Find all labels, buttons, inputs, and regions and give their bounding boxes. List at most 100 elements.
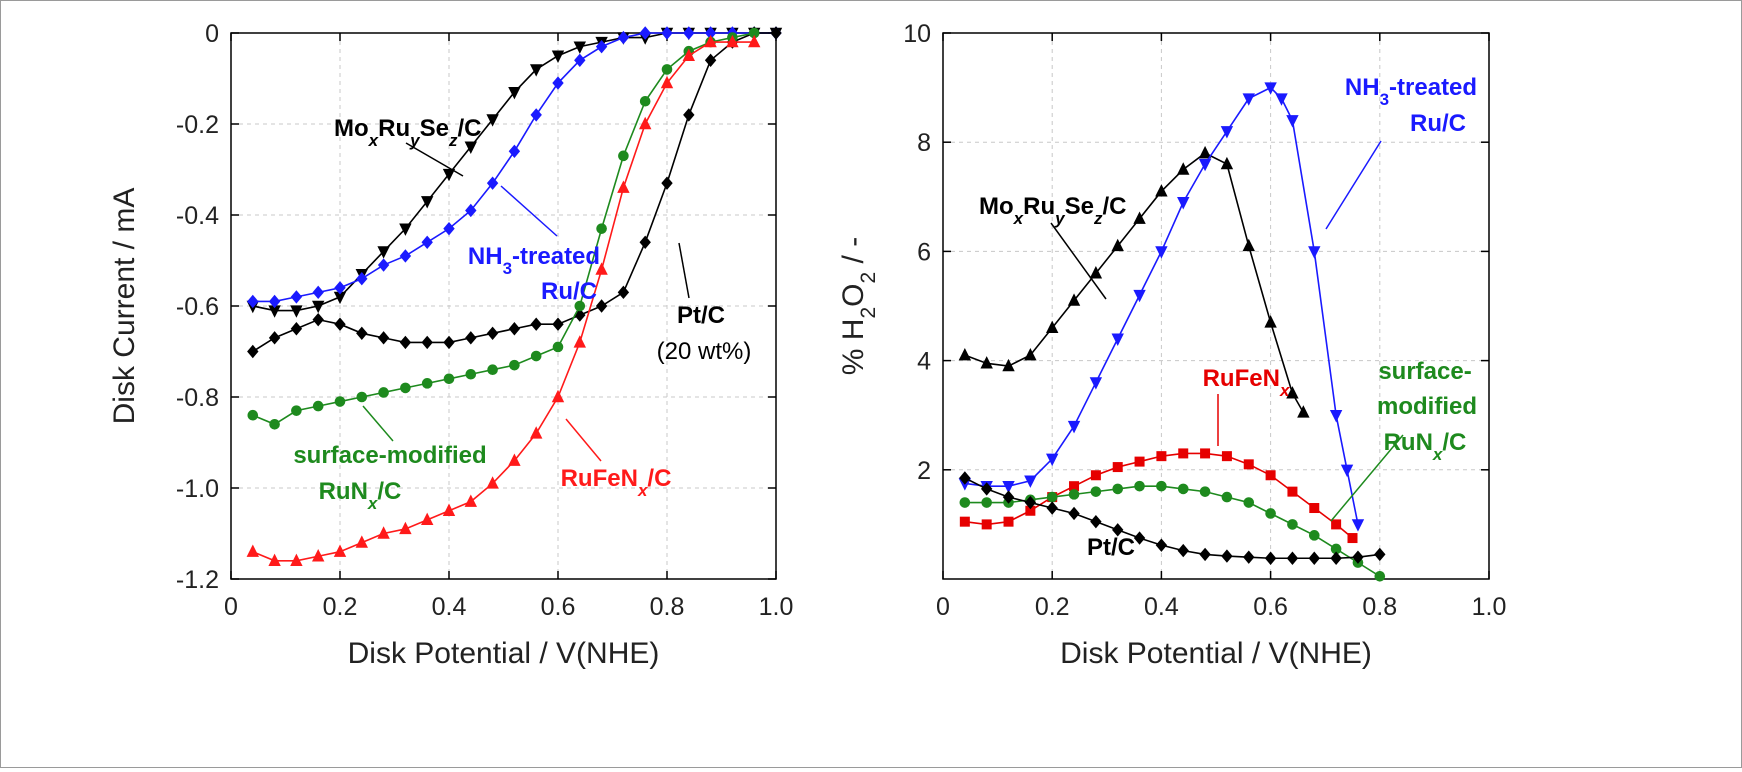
left-data-point [464,494,477,507]
left-ytick-label: -0.6 [176,293,219,321]
right-label-nh3: NH3-treated [1345,74,1477,109]
left-ytick-label: -0.4 [176,202,219,230]
right-data-point [1286,386,1299,399]
right-ylabel: % H2O2 / - [837,237,880,375]
right-data-point [1177,162,1190,175]
right-data-point [1089,266,1103,279]
right-data-point [1308,551,1320,565]
right-data-point [981,497,992,508]
left-data-point [530,64,543,77]
left-data-point [573,41,586,54]
right-xtick-label: 1.0 [1472,593,1507,621]
left-data-point [377,258,390,272]
left-data-point [574,53,586,67]
right-data-point [1156,480,1167,492]
left-data-point [508,453,521,466]
left-data-point [399,249,412,263]
right-data-point [1134,456,1145,467]
right-data-point [1286,115,1299,128]
right-data-point [1090,514,1102,529]
right-data-point [1199,547,1211,562]
left-label-surf: surface-modified [293,442,486,469]
right-label-surf-line2: modified [1377,393,1477,420]
left-data-point [443,221,455,236]
left-xtick-label: 0.4 [432,593,467,621]
left-data-point [333,291,347,305]
left-data-point [290,553,303,566]
left-data-point [356,272,368,286]
right-data-point [1220,156,1234,170]
left-pointer-nh3 [500,185,558,237]
left-data-point [443,373,455,385]
left-data-point [246,544,259,557]
left-pointer-pt [678,242,690,299]
left-data-point [683,108,695,122]
right-pointer-nh3 [1325,140,1382,230]
right-data-point [1024,495,1037,510]
right-ytick-label: 6 [917,238,931,266]
right-data-point [980,482,993,496]
right-data-point [980,356,993,369]
left-data-point [312,549,325,562]
left-data-point [399,521,412,535]
left-data-point [704,26,717,40]
right-data-point [1178,448,1189,459]
left-data-point [421,512,434,526]
right-data-point [1002,490,1015,504]
right-data-point [1287,486,1298,497]
left-data-point [530,350,542,362]
left-data-point [421,378,433,389]
right-data-point [1264,315,1277,328]
right-data-point [1025,505,1036,516]
left-data-point [421,235,433,249]
left-data-point [377,331,390,345]
chart-right: 0 0.2 0.4 0.6 0.8 1.0 2 4 6 8 10 Disk Potential / V… [837,20,1506,670]
left-data-point [508,322,521,336]
right-data-point [1265,508,1276,519]
right-label-rufe: RuFeNx [1203,365,1291,400]
right-data-point [1046,501,1058,515]
left-data-point [508,86,521,100]
right-data-point [1111,238,1124,252]
right-data-point [1155,538,1168,552]
left-ytick-label: -1.0 [176,475,219,503]
right-axes-frame [942,32,1490,580]
left-data-point [465,368,477,380]
left-data-point [661,26,673,40]
right-data-point [1090,486,1102,497]
left-label-surf-line2: RuNx/C [319,478,402,513]
left-data-point [442,503,456,516]
right-data-point [1330,543,1342,555]
left-data-point [552,341,564,353]
right-data-point [959,497,971,508]
left-xtick-label: 1.0 [759,593,794,621]
left-data-point [421,335,433,350]
right-ytick-label: 8 [917,129,931,157]
right-data-point [1155,246,1168,259]
left-data-point [399,223,412,236]
right-xtick-label: 0.6 [1253,593,1288,621]
right-data-point [1198,145,1212,159]
right-data-point [1177,543,1189,558]
right-xtick-label: 0.8 [1362,593,1397,621]
right-series [958,145,1310,418]
right-data-point [1329,410,1343,423]
right-data-point [1265,470,1276,481]
left-data-point [530,426,543,439]
left-data-point [268,331,281,345]
right-pointer-moruse [1050,222,1107,300]
right-data-point [1221,491,1233,503]
left-data-point [661,64,673,75]
right-data-point [1287,519,1298,530]
right-data-point [1374,547,1386,562]
left-data-point [595,299,608,313]
right-data-point [959,471,971,485]
left-data-point [596,223,607,234]
right-data-point [1243,550,1255,564]
right-data-point [1133,289,1146,303]
right-data-point [1286,551,1299,565]
left-data-point [312,312,324,327]
left-data-point [334,317,346,331]
left-data-point [486,326,499,340]
